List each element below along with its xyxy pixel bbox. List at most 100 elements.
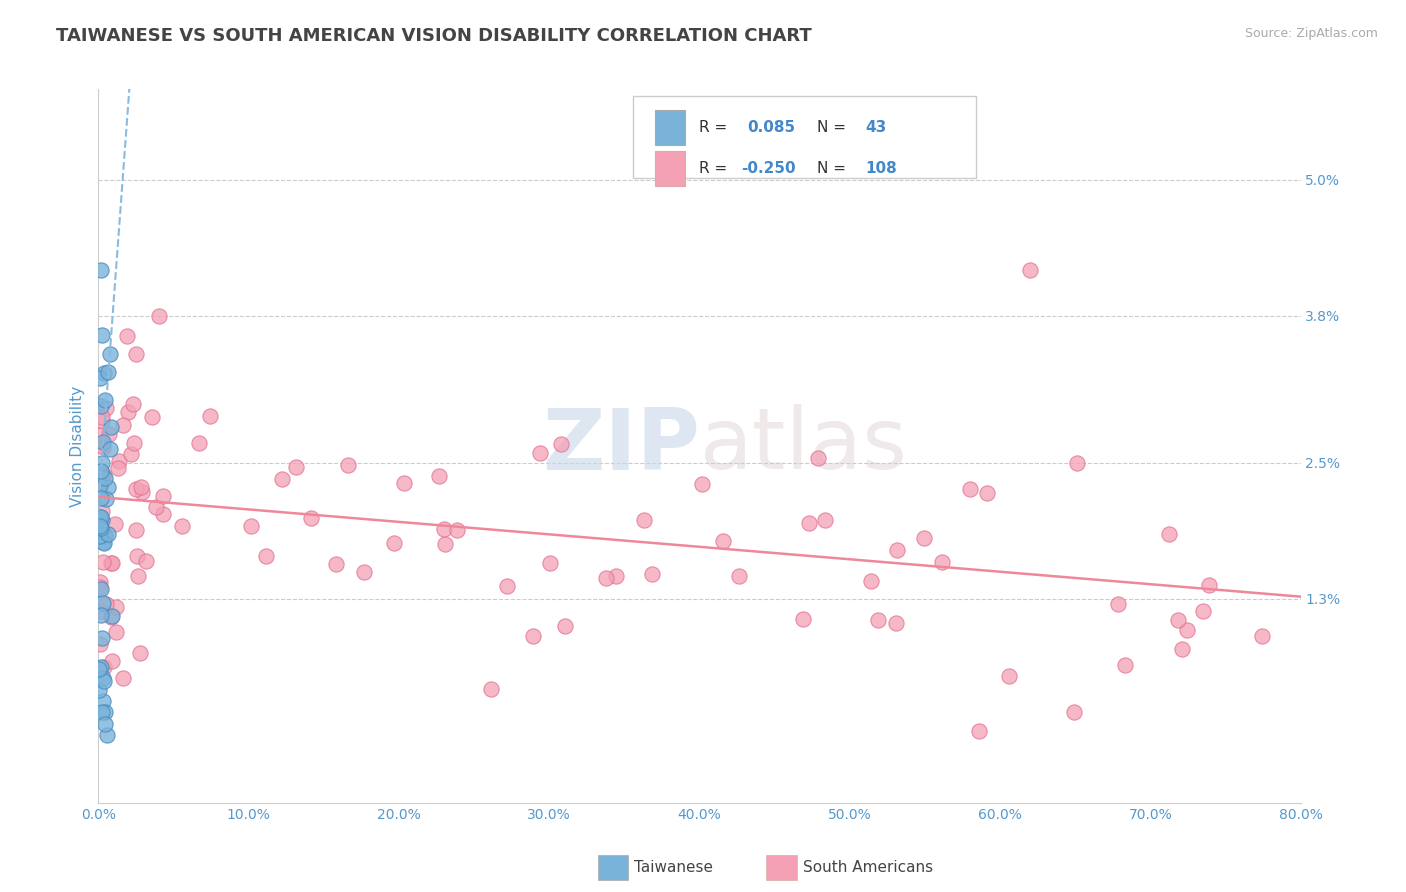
- Point: [271, 472, 294, 486]
- Point: [90, 510, 112, 524]
- Point: [1171, 642, 1194, 657]
- Point: [89, 528, 111, 542]
- Point: [170, 519, 193, 533]
- Point: [121, 397, 143, 411]
- Point: [446, 523, 468, 537]
- Text: R =: R =: [699, 161, 733, 176]
- Point: [1107, 597, 1129, 611]
- Point: [595, 571, 617, 585]
- Point: [538, 556, 561, 570]
- Point: [152, 489, 174, 503]
- Point: [90, 582, 112, 596]
- FancyBboxPatch shape: [655, 152, 685, 186]
- Point: [797, 516, 820, 530]
- Point: [91, 694, 114, 708]
- Point: [89, 662, 111, 676]
- Point: [90, 632, 112, 646]
- Text: -0.250: -0.250: [741, 161, 796, 176]
- Y-axis label: Vision Disability: Vision Disability: [69, 385, 84, 507]
- Point: [100, 420, 122, 434]
- Point: [728, 568, 751, 582]
- Point: [111, 671, 134, 685]
- Point: [479, 682, 502, 697]
- Point: [89, 604, 111, 618]
- Point: [89, 637, 111, 651]
- Point: [90, 491, 112, 506]
- Point: [101, 609, 124, 624]
- Point: [129, 646, 152, 660]
- Point: [97, 365, 120, 379]
- Point: [94, 716, 117, 731]
- Point: [912, 531, 935, 545]
- Point: [1175, 623, 1198, 637]
- Point: [285, 460, 308, 475]
- Point: [814, 513, 837, 527]
- Point: [90, 263, 112, 277]
- Point: [496, 579, 519, 593]
- Point: [91, 440, 114, 454]
- Point: [135, 554, 157, 568]
- Point: [104, 516, 127, 531]
- Point: [859, 574, 882, 588]
- Point: [100, 556, 122, 570]
- Point: [93, 674, 115, 689]
- Point: [96, 728, 118, 742]
- Point: [94, 529, 117, 543]
- Point: [641, 566, 664, 581]
- Point: [254, 549, 277, 563]
- Point: [90, 608, 112, 623]
- Point: [90, 437, 112, 451]
- Point: [90, 456, 112, 470]
- Point: [792, 612, 814, 626]
- Point: [129, 480, 152, 494]
- Point: [93, 536, 115, 550]
- Point: [299, 511, 322, 525]
- Point: [91, 504, 114, 518]
- Text: 43: 43: [865, 120, 887, 135]
- Point: [94, 705, 117, 719]
- Point: [112, 418, 135, 433]
- Text: Taiwanese: Taiwanese: [634, 861, 713, 875]
- Point: [713, 533, 735, 548]
- Point: [89, 682, 111, 697]
- Point: [98, 347, 121, 361]
- Point: [1191, 604, 1213, 618]
- Point: [1251, 629, 1274, 643]
- Point: [115, 329, 138, 343]
- Point: [353, 565, 375, 579]
- Point: [131, 485, 153, 500]
- Point: [998, 669, 1021, 683]
- Point: [807, 450, 830, 465]
- Point: [152, 507, 174, 521]
- Text: atlas: atlas: [699, 404, 907, 488]
- Point: [959, 482, 981, 496]
- Point: [91, 513, 114, 527]
- Point: [124, 435, 146, 450]
- Point: [94, 597, 117, 611]
- Point: [976, 485, 998, 500]
- Point: [91, 467, 114, 481]
- Point: [522, 629, 544, 643]
- Point: [89, 580, 111, 594]
- Point: [120, 447, 142, 461]
- Point: [1167, 613, 1189, 627]
- Point: [127, 568, 149, 582]
- Point: [124, 483, 146, 497]
- FancyBboxPatch shape: [655, 111, 685, 145]
- Point: [93, 660, 115, 674]
- Text: 0.085: 0.085: [748, 120, 796, 135]
- Point: [605, 568, 627, 582]
- Point: [100, 654, 122, 668]
- Point: [868, 613, 890, 627]
- Point: [886, 615, 908, 630]
- Point: [89, 518, 111, 533]
- Point: [101, 556, 124, 570]
- Point: [198, 409, 221, 423]
- Point: [94, 401, 117, 415]
- Text: Source: ZipAtlas.com: Source: ZipAtlas.com: [1244, 27, 1378, 40]
- Point: [89, 427, 111, 442]
- Point: [550, 437, 572, 451]
- Point: [94, 393, 117, 408]
- Point: [89, 478, 111, 492]
- Point: [96, 480, 118, 494]
